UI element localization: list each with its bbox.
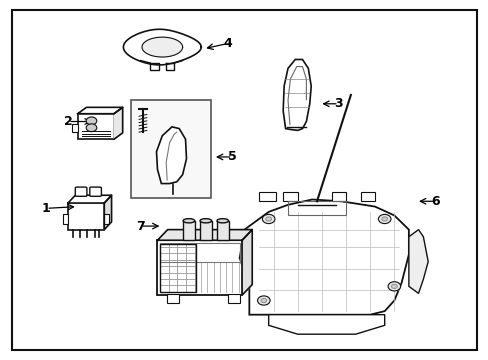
- Polygon shape: [150, 63, 159, 70]
- Bar: [131, 100, 210, 198]
- Polygon shape: [239, 199, 408, 315]
- Circle shape: [261, 298, 266, 303]
- Polygon shape: [78, 107, 122, 114]
- FancyBboxPatch shape: [68, 203, 104, 230]
- Polygon shape: [68, 195, 111, 203]
- Bar: [200, 221, 211, 240]
- Polygon shape: [283, 59, 310, 130]
- Text: 2: 2: [63, 115, 72, 128]
- Bar: [157, 240, 242, 295]
- FancyBboxPatch shape: [75, 187, 87, 196]
- Bar: [217, 221, 228, 240]
- Polygon shape: [142, 37, 182, 57]
- Text: 3: 3: [334, 97, 343, 110]
- Polygon shape: [104, 195, 111, 230]
- Polygon shape: [242, 230, 252, 295]
- Circle shape: [86, 124, 97, 132]
- Circle shape: [262, 215, 274, 224]
- Ellipse shape: [217, 219, 228, 223]
- Polygon shape: [157, 230, 252, 240]
- Text: 4: 4: [223, 37, 231, 50]
- Bar: [104, 214, 109, 224]
- Bar: [183, 221, 194, 240]
- Bar: [227, 294, 239, 303]
- Bar: [72, 124, 78, 132]
- Polygon shape: [156, 127, 186, 184]
- Polygon shape: [114, 107, 122, 139]
- Bar: [63, 214, 68, 224]
- FancyBboxPatch shape: [90, 187, 101, 196]
- Bar: [283, 192, 297, 201]
- Bar: [78, 114, 114, 139]
- Text: 7: 7: [136, 220, 144, 233]
- Circle shape: [378, 215, 390, 224]
- Circle shape: [265, 217, 271, 221]
- Circle shape: [387, 282, 400, 291]
- Bar: [160, 243, 239, 262]
- Ellipse shape: [200, 219, 211, 223]
- Bar: [259, 192, 275, 201]
- Text: 5: 5: [227, 150, 236, 163]
- Bar: [331, 192, 346, 201]
- Bar: [287, 201, 346, 215]
- Circle shape: [391, 284, 396, 288]
- Polygon shape: [123, 29, 201, 65]
- Text: 1: 1: [42, 202, 51, 215]
- Bar: [160, 244, 196, 292]
- Bar: [360, 192, 374, 201]
- Text: 6: 6: [430, 195, 439, 208]
- Polygon shape: [165, 63, 174, 70]
- Polygon shape: [268, 315, 384, 334]
- Circle shape: [381, 217, 387, 221]
- Ellipse shape: [183, 219, 194, 223]
- Circle shape: [86, 117, 97, 125]
- Polygon shape: [408, 230, 427, 293]
- Bar: [167, 294, 179, 303]
- Circle shape: [257, 296, 269, 305]
